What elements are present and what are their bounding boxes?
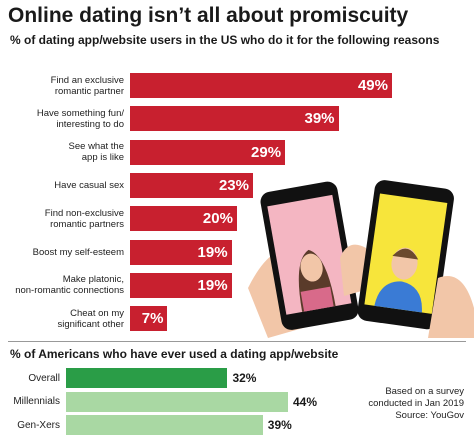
bar [66, 415, 263, 435]
chart-subtitle: % of Americans who have ever used a dati… [10, 347, 339, 361]
bar [66, 391, 288, 412]
category-label: Boost my self-esteem [32, 246, 124, 258]
chart-subtitle: % of dating app/website users in the US … [10, 33, 440, 47]
bar [130, 73, 392, 98]
bar [130, 239, 232, 265]
value-label: 20% [202, 210, 233, 228]
category-label: Gen-Xers [17, 419, 60, 431]
chart-title: Online dating isn’t all about promiscuit… [8, 4, 409, 27]
value-label: 49% [357, 77, 388, 94]
value-label: 39% [267, 418, 292, 432]
category-label: Cheat on my significant other [57, 307, 124, 330]
value-label: 44% [293, 394, 318, 409]
divider [8, 341, 466, 342]
value-label: 23% [218, 176, 249, 194]
bar [66, 368, 228, 388]
value-label: 7% [141, 310, 164, 328]
category-label: Overall [28, 372, 60, 384]
bar [130, 106, 339, 132]
bar [130, 306, 168, 332]
value-label: 29% [251, 143, 282, 161]
value-label: 39% [304, 110, 335, 128]
bar [130, 172, 253, 198]
value-label: 19% [197, 243, 228, 261]
category-label: Millennials [13, 396, 60, 407]
bar [130, 272, 232, 298]
bar [130, 206, 237, 232]
value-label: 32% [232, 371, 257, 385]
category-label: Have something fun/ interesting to do [36, 107, 124, 130]
category-label: Find an exclusive romantic partner [50, 74, 124, 97]
category-label: Find non-exclusive romantic partners [44, 207, 124, 230]
category-label: See what the app is like [68, 141, 124, 164]
value-label: 19% [197, 276, 228, 294]
phones-illustration [248, 180, 474, 338]
category-label: Make platonic, non-romantic connections [15, 274, 124, 297]
source-note: Based on a survey conducted in Jan 2019 … [368, 386, 464, 421]
bar [130, 139, 286, 165]
category-label: Have casual sex [54, 179, 124, 191]
